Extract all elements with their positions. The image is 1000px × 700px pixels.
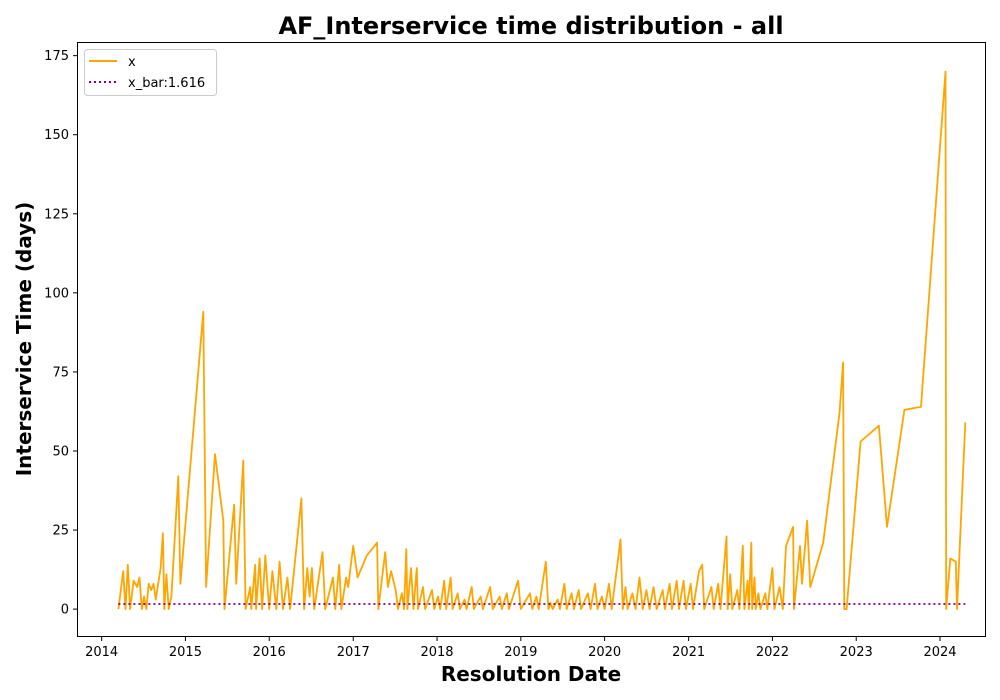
x-tick-label: 2015 [169,645,202,660]
x-tick-label: 2023 [840,645,873,660]
plot-frame [78,43,986,637]
legend-label-x: x [128,55,136,70]
x-axis-label: Resolution Date [441,662,621,686]
x-tick-label: 2017 [337,645,370,660]
x-tick-label: 2024 [923,645,956,660]
y-tick-label: 25 [52,524,69,539]
x-tick-label: 2021 [672,645,705,660]
x-axis-ticks: 2014 2015 2016 2017 2018 2019 2020 2021 2022 2023… [85,636,956,660]
x-tick-label: 2020 [588,645,621,660]
y-tick-label: 175 [44,49,69,64]
y-tick-label: 75 [52,365,69,380]
x-tick-label: 2018 [420,645,453,660]
y-tick-label: 150 [44,128,69,143]
x-tick-label: 2022 [756,645,789,660]
x-tick-label: 2019 [504,645,537,660]
y-axis-label: Interservice Time (days) [12,202,36,477]
legend-label-x-bar: x_bar:1.616 [128,76,205,91]
y-tick-label: 100 [44,286,69,301]
chart-title: AF_Interservice time distribution - all [278,12,783,40]
series-layer [118,72,965,610]
y-axis-ticks: 0 25 50 75 100 125 150 175 [44,49,78,617]
y-tick-label: 0 [61,603,69,618]
x-tick-label: 2016 [253,645,286,660]
series-line-0 [118,72,965,610]
x-tick-label: 2014 [85,645,118,660]
legend: x x_bar:1.616 [85,50,217,96]
y-tick-label: 125 [44,207,69,222]
y-tick-label: 50 [52,444,69,459]
